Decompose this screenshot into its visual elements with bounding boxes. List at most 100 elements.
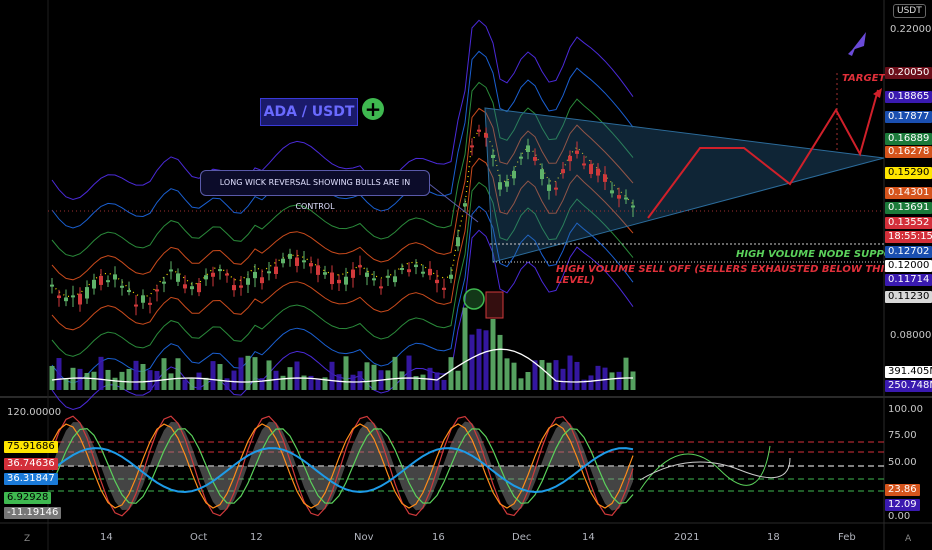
candle-body — [344, 276, 348, 285]
osc-projection-green — [639, 445, 771, 491]
volume-bar — [490, 319, 496, 390]
volume-bar — [224, 378, 230, 390]
candle-body — [603, 174, 607, 182]
candle-body — [400, 267, 404, 270]
time-label: 14 — [582, 532, 595, 543]
candle-body — [183, 284, 187, 289]
volume-bar — [308, 375, 314, 390]
price-tag: 0.16278 — [885, 146, 932, 158]
candle-body — [575, 150, 579, 154]
volume-bar — [518, 378, 524, 390]
currency-label[interactable]: USDT — [893, 4, 926, 18]
candle-body — [323, 272, 327, 275]
band-lower-orange — [51, 157, 634, 331]
plus-icon[interactable]: + — [362, 98, 384, 120]
candle-body — [267, 271, 271, 274]
candle-body — [162, 281, 166, 284]
timezone-icon[interactable]: Z — [24, 534, 31, 544]
price-tag: 0.13691 — [885, 202, 932, 214]
wick-circle — [463, 288, 485, 310]
volume-bar — [203, 377, 209, 390]
volume-bar — [357, 371, 363, 390]
volume-bar — [315, 379, 321, 390]
candle-body — [624, 197, 628, 200]
price-tick: 0.22000 — [890, 24, 932, 35]
volume-bar — [77, 368, 83, 390]
volume-bar — [133, 360, 139, 390]
candle-body — [351, 269, 355, 278]
midline-dots — [51, 129, 634, 298]
candle-body — [337, 279, 341, 284]
volume-bar — [469, 334, 475, 390]
time-label: 14 — [100, 532, 113, 543]
price-tag: 0.16889 — [885, 133, 932, 145]
volume-bar — [63, 378, 69, 390]
volume-bar — [182, 379, 188, 390]
candle-body — [540, 169, 544, 180]
volume-bar — [623, 357, 629, 390]
candle-body — [386, 275, 390, 278]
time-label: 2021 — [674, 532, 700, 543]
candle-body — [225, 273, 229, 276]
osc-left-tag: 36.31847 — [4, 473, 58, 485]
candle-body — [85, 287, 89, 299]
volume-bar — [161, 358, 167, 390]
osc-projection-grey — [639, 457, 791, 481]
volume-bar — [273, 370, 279, 390]
candle-body — [414, 264, 418, 268]
volume-bar — [322, 377, 328, 390]
osc-blue-line — [51, 447, 634, 494]
candle-body — [274, 266, 278, 274]
candle-body — [463, 203, 467, 207]
osc-left-tag: 120.00000 — [7, 407, 62, 418]
candle-body — [120, 285, 124, 288]
candle-body — [148, 302, 152, 305]
candle-body — [519, 156, 523, 159]
candle-body — [106, 280, 110, 283]
volume-bar — [259, 378, 265, 390]
candle-body — [218, 269, 222, 272]
volume-bar — [196, 372, 202, 390]
candle-body — [393, 276, 397, 283]
osc-histogram — [52, 421, 633, 511]
projection-path — [647, 89, 879, 219]
candle-body — [78, 293, 82, 305]
candle-body — [253, 271, 257, 279]
candle-body — [568, 155, 572, 162]
price-tag: 0.12702 — [885, 246, 932, 258]
volume-bar — [595, 365, 601, 390]
candle-body — [610, 190, 614, 194]
candle-body — [197, 283, 201, 293]
candle-body — [442, 287, 446, 290]
time-label: 16 — [432, 532, 445, 543]
volume-bar — [336, 374, 342, 390]
candle-body — [92, 279, 96, 289]
candle-body — [365, 272, 369, 277]
volume-bar — [329, 361, 335, 390]
wick-note: LONG WICK REVERSAL SHOWING BULLS ARE IN … — [200, 170, 430, 211]
price-tag: 0.17877 — [885, 111, 932, 123]
volume-bar — [231, 370, 237, 390]
candle-body — [379, 286, 383, 289]
osc-red-line — [51, 415, 634, 517]
osc-tag: 23.86 — [885, 484, 920, 496]
volume-bar — [630, 371, 636, 390]
candle-body — [561, 169, 565, 174]
price-tag: 0.13552 — [885, 217, 932, 229]
volume-bar — [504, 358, 510, 390]
time-label: Feb — [838, 532, 856, 543]
candle-body — [64, 297, 68, 302]
selloff-annotation: HIGH VOLUME SELL OFF (SELLERS EXHAUSTED … — [556, 264, 892, 286]
price-tick: 0.08000 — [890, 330, 932, 341]
candle-body — [470, 145, 474, 148]
candle-body — [176, 273, 180, 282]
candle-body — [99, 275, 103, 285]
volume-bar — [252, 357, 258, 390]
osc-tag: 12.09 — [885, 499, 920, 511]
volume-bar — [168, 373, 174, 390]
price-tag: 391.405M — [885, 366, 932, 378]
volume-bar — [609, 372, 615, 390]
candle-body — [288, 253, 292, 259]
auto-scale-icon[interactable]: A — [905, 534, 912, 544]
